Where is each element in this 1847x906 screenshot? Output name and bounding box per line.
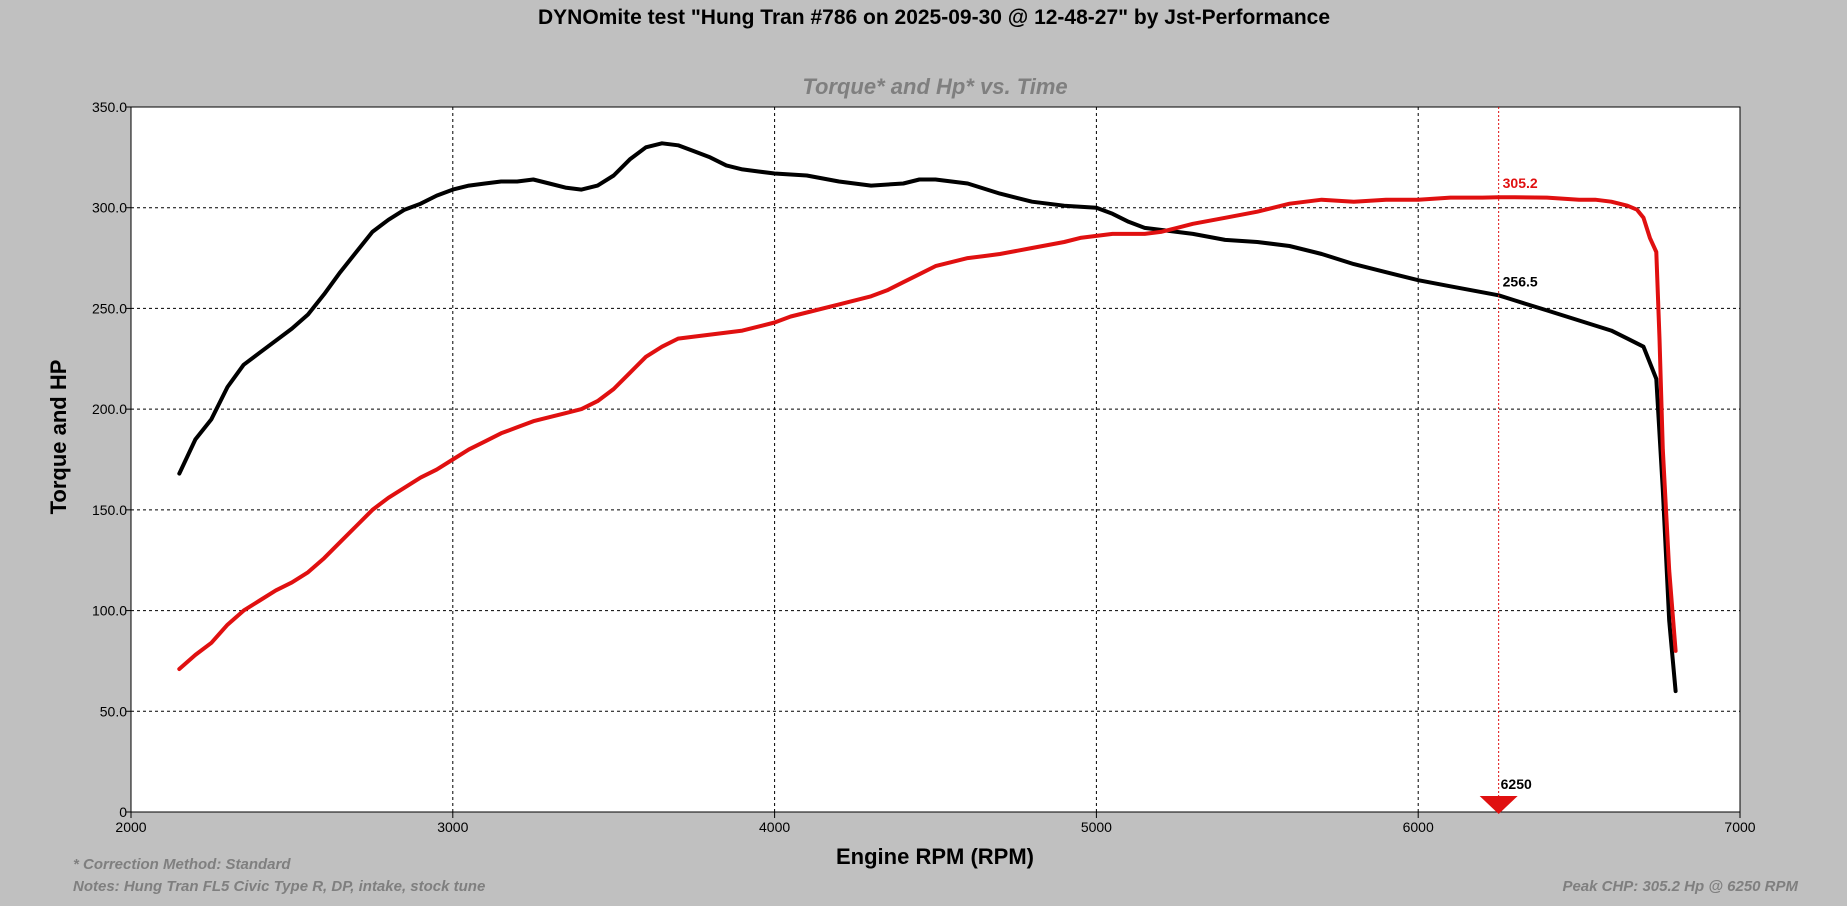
- cursor-marker: [1479, 796, 1518, 814]
- x-axis-label: Engine RPM (RPM): [836, 844, 1034, 869]
- y-axis-label: Torque and HP: [46, 360, 71, 515]
- x-tick-label: 2000: [115, 819, 146, 835]
- x-tick-label: 4000: [759, 819, 790, 835]
- series-line-black: [177, 141, 1678, 694]
- chart-title: DYNOmite test "Hung Tran #786 on 2025-09…: [538, 6, 1330, 29]
- y-tick-label: 150.0: [92, 502, 127, 518]
- cursor-red-value-label: 305.2: [1503, 175, 1538, 191]
- axis-ticks: 2000 3000 4000 5000 6000 7000 0 50.0 100.0 150.0 2…: [92, 99, 1756, 835]
- notes-text: Notes: Hung Tran FL5 Civic Type R, DP, i…: [73, 878, 485, 895]
- x-tick-label: 6000: [1403, 819, 1434, 835]
- series-lines: [177, 141, 1678, 694]
- grid: [131, 107, 1740, 812]
- y-tick-label: 50.0: [100, 703, 127, 719]
- y-tick-label: 250.0: [92, 300, 127, 316]
- chart-subtitle: Torque* and Hp* vs. Time: [802, 74, 1067, 99]
- x-tick-label: 3000: [437, 819, 468, 835]
- plot-area: [130, 106, 1741, 813]
- y-tick-label: 300.0: [92, 200, 127, 216]
- y-tick-label: 350.0: [92, 99, 127, 115]
- correction-note: * Correction Method: Standard: [73, 856, 291, 873]
- y-tick-label: 100.0: [92, 603, 127, 619]
- y-tick-label: 200.0: [92, 401, 127, 417]
- peak-note: Peak CHP: 305.2 Hp @ 6250 RPM: [1562, 878, 1798, 895]
- series-line-red: [177, 195, 1678, 671]
- x-tick-label: 7000: [1724, 819, 1755, 835]
- cursor-black-value-label: 256.5: [1503, 273, 1538, 289]
- cursor-rpm-label: 6250: [1501, 776, 1532, 792]
- x-tick-label: 5000: [1081, 819, 1112, 835]
- cursor: 6250 305.2 256.5: [1479, 107, 1538, 814]
- y-tick-label: 0: [119, 804, 127, 820]
